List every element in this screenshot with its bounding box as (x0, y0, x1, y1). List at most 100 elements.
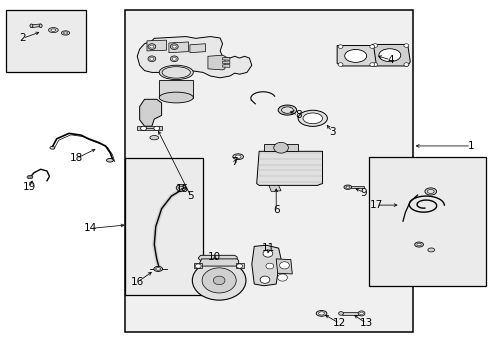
Ellipse shape (162, 67, 190, 78)
Ellipse shape (50, 146, 55, 149)
Polygon shape (140, 99, 161, 126)
Text: 3: 3 (328, 127, 335, 136)
Ellipse shape (30, 24, 33, 28)
Circle shape (192, 261, 245, 300)
Text: 17: 17 (369, 200, 382, 210)
Circle shape (372, 63, 377, 66)
Text: 14: 14 (84, 224, 97, 233)
Polygon shape (189, 44, 205, 53)
Text: 8: 8 (294, 111, 301, 121)
Ellipse shape (316, 311, 326, 316)
Circle shape (273, 142, 288, 153)
Ellipse shape (156, 268, 160, 270)
Circle shape (172, 45, 176, 48)
Ellipse shape (61, 31, 70, 35)
Text: 13: 13 (359, 319, 372, 328)
Circle shape (213, 276, 224, 285)
Text: 2: 2 (20, 33, 26, 43)
Circle shape (154, 126, 159, 131)
Polygon shape (341, 312, 360, 315)
Text: 12: 12 (332, 319, 346, 328)
Ellipse shape (176, 185, 185, 191)
Ellipse shape (27, 176, 33, 179)
Ellipse shape (318, 312, 324, 315)
Text: 15: 15 (176, 184, 189, 194)
Polygon shape (168, 42, 188, 53)
Ellipse shape (344, 49, 366, 62)
Circle shape (372, 44, 377, 47)
Ellipse shape (338, 312, 343, 315)
Circle shape (369, 45, 374, 48)
Polygon shape (336, 45, 375, 66)
Circle shape (148, 56, 156, 62)
Circle shape (148, 44, 156, 49)
Ellipse shape (298, 110, 327, 126)
Polygon shape (207, 55, 224, 70)
Ellipse shape (345, 186, 349, 188)
Circle shape (403, 63, 408, 66)
Polygon shape (222, 57, 229, 60)
Text: 9: 9 (360, 188, 366, 198)
Bar (5, 10, 86, 72)
Ellipse shape (378, 49, 400, 62)
Circle shape (170, 44, 178, 49)
Polygon shape (199, 259, 238, 266)
Circle shape (141, 126, 146, 131)
Text: 16: 16 (130, 277, 143, 287)
Ellipse shape (39, 24, 42, 28)
Polygon shape (147, 40, 166, 51)
Circle shape (150, 57, 154, 60)
Text: 19: 19 (22, 182, 36, 192)
Ellipse shape (48, 28, 58, 33)
Ellipse shape (278, 105, 296, 115)
Polygon shape (371, 44, 409, 66)
Circle shape (369, 63, 374, 66)
Polygon shape (137, 126, 161, 130)
Circle shape (337, 63, 342, 66)
Polygon shape (350, 186, 363, 188)
Ellipse shape (159, 65, 193, 80)
Polygon shape (194, 263, 202, 268)
Ellipse shape (51, 29, 56, 31)
Ellipse shape (424, 188, 436, 195)
Text: 7: 7 (231, 157, 238, 167)
Ellipse shape (357, 311, 364, 316)
Ellipse shape (150, 135, 158, 140)
Bar (125, 10, 412, 332)
Circle shape (279, 262, 289, 269)
Text: 10: 10 (207, 252, 221, 262)
Ellipse shape (359, 312, 363, 315)
Ellipse shape (154, 266, 162, 271)
Ellipse shape (281, 107, 293, 113)
Circle shape (170, 56, 178, 62)
Circle shape (172, 57, 176, 60)
Ellipse shape (235, 155, 241, 158)
Polygon shape (159, 80, 193, 98)
Circle shape (403, 44, 408, 47)
Bar (125, 158, 203, 295)
Circle shape (202, 268, 236, 293)
Circle shape (195, 264, 201, 268)
Polygon shape (137, 37, 251, 78)
Polygon shape (222, 64, 229, 67)
Circle shape (337, 45, 342, 48)
Ellipse shape (416, 243, 420, 246)
Polygon shape (264, 144, 298, 151)
Polygon shape (32, 24, 41, 28)
Ellipse shape (343, 185, 351, 189)
Circle shape (277, 274, 287, 281)
Ellipse shape (303, 113, 322, 124)
Text: 5: 5 (187, 191, 194, 201)
Text: 4: 4 (386, 55, 393, 65)
Polygon shape (235, 263, 243, 268)
Polygon shape (198, 255, 237, 261)
Ellipse shape (427, 189, 433, 193)
Ellipse shape (232, 154, 243, 159)
Circle shape (260, 276, 269, 283)
Ellipse shape (28, 176, 31, 178)
Ellipse shape (427, 248, 434, 252)
Circle shape (263, 250, 272, 257)
Ellipse shape (178, 186, 183, 189)
Polygon shape (268, 185, 281, 192)
Ellipse shape (414, 242, 423, 247)
